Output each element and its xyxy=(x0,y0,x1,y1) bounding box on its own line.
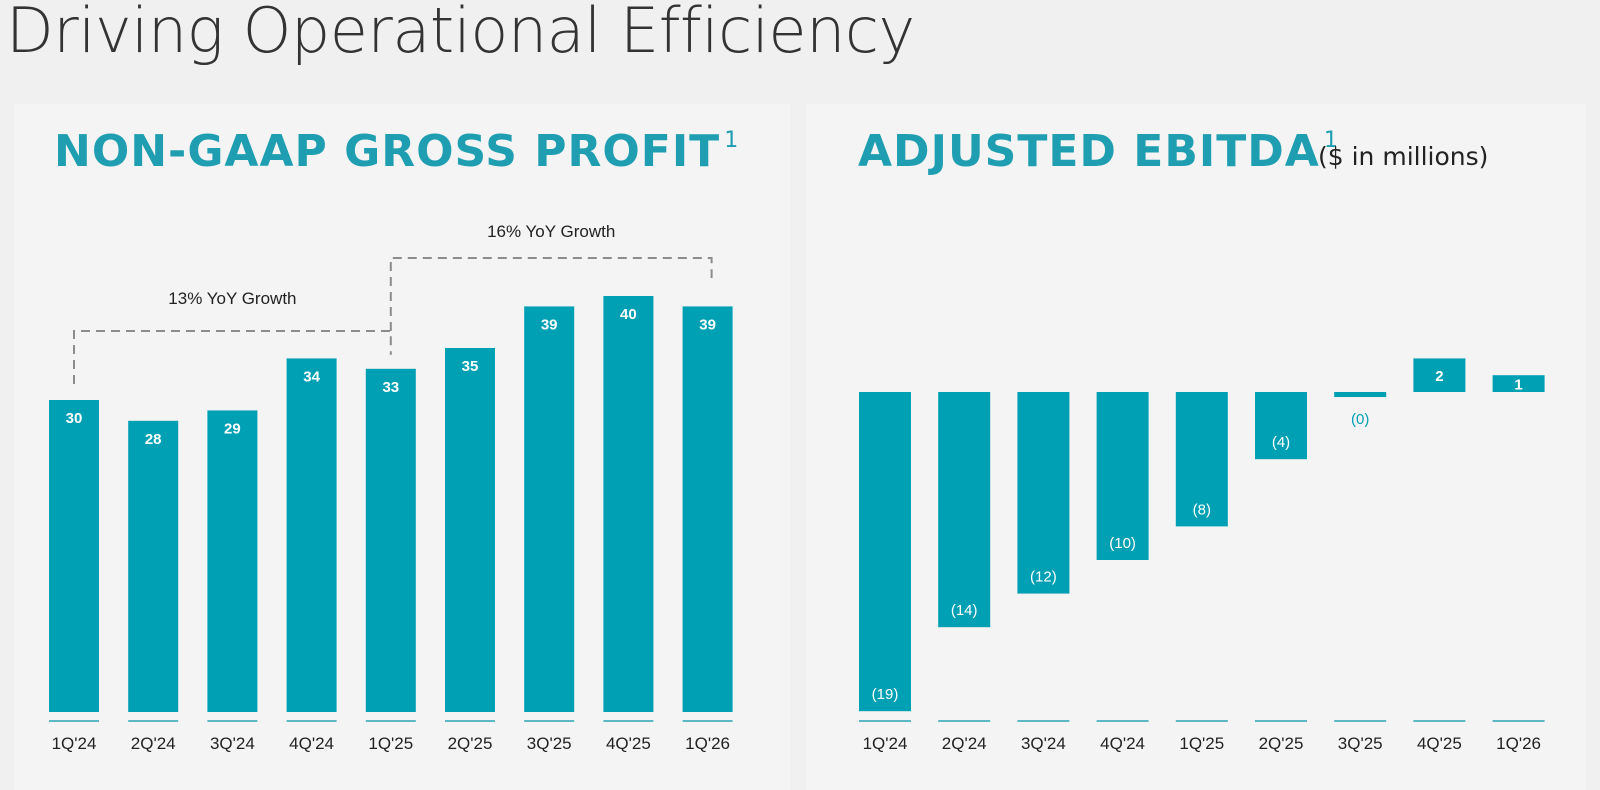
ebitda-footnote: 1 xyxy=(1323,128,1338,153)
growth-annotation-label: 16% YoY Growth xyxy=(487,222,615,241)
gross-profit-bar xyxy=(445,348,495,712)
page-title: Driving Operational Efficiency xyxy=(6,0,915,67)
gross-profit-bar xyxy=(207,410,258,712)
ebitda-title: ADJUSTED EBITDA 1 xyxy=(858,126,1338,177)
ebitda-bar xyxy=(1255,392,1307,460)
ebitda-data-label: (12) xyxy=(1030,569,1057,586)
gross-profit-title: NON-GAAP GROSS PROFIT 1 xyxy=(54,126,739,177)
gross-profit-data-label: 33 xyxy=(382,379,399,396)
ebitda-category-label: 1Q'26 xyxy=(1496,734,1541,753)
ebitda-data-label: (10) xyxy=(1109,535,1136,552)
ebitda-data-label: (0) xyxy=(1351,411,1369,428)
gross-profit-data-label: 35 xyxy=(462,358,479,375)
gross-profit-bar xyxy=(128,420,179,712)
ebitda-category-label: 1Q'24 xyxy=(863,734,908,753)
ebitda-category-label: 4Q'24 xyxy=(1100,734,1145,753)
gross-profit-data-label: 28 xyxy=(145,431,162,448)
ebitda-category-label: 1Q'25 xyxy=(1179,734,1224,753)
ebitda-data-label: 2 xyxy=(1435,368,1443,385)
ebitda-bar xyxy=(1413,358,1466,392)
gross-profit-category-label: 1Q'25 xyxy=(368,734,413,753)
gross-profit-bar xyxy=(49,400,99,712)
gross-profit-bar xyxy=(524,306,575,712)
ebitda-data-label: (14) xyxy=(951,602,978,619)
ebitda-bar xyxy=(1175,392,1228,527)
ebitda-data-label: (19) xyxy=(872,686,899,703)
gross-profit-bar xyxy=(603,296,654,712)
gross-profit-category-label: 3Q'24 xyxy=(210,734,255,753)
ebitda-bar xyxy=(1492,375,1545,392)
ebitda-bar xyxy=(1017,392,1070,594)
gross-profit-category-label: 2Q'24 xyxy=(131,734,176,753)
gross-profit-category-label: 2Q'25 xyxy=(448,734,493,753)
growth-bracket xyxy=(73,330,392,384)
gross-profit-data-label: 40 xyxy=(620,306,637,323)
ebitda-units: ($ in millions) xyxy=(1318,142,1489,171)
gross-profit-bar xyxy=(365,368,416,712)
gross-profit-category-label: 1Q'24 xyxy=(52,734,97,753)
ebitda-category-label: 3Q'25 xyxy=(1338,734,1383,753)
gross-profit-data-label: 29 xyxy=(224,420,241,437)
gross-profit-category-label: 4Q'24 xyxy=(289,734,334,753)
ebitda-category-label: 2Q'24 xyxy=(942,734,987,753)
gross-profit-bar xyxy=(286,358,337,712)
gross-profit-category-label: 3Q'25 xyxy=(527,734,572,753)
ebitda-data-label: 1 xyxy=(1514,377,1522,394)
gross-profit-category-label: 1Q'26 xyxy=(685,734,730,753)
gross-profit-footnote: 1 xyxy=(724,128,739,153)
ebitda-bar xyxy=(1096,392,1149,560)
gross-profit-category-label: 4Q'25 xyxy=(606,734,651,753)
gross-profit-data-label: 39 xyxy=(699,316,716,333)
gross-profit-bar xyxy=(682,306,733,712)
growth-annotation-label: 13% YoY Growth xyxy=(168,289,296,308)
ebitda-category-label: 2Q'25 xyxy=(1259,734,1304,753)
gross-profit-data-label: 39 xyxy=(541,316,558,333)
ebitda-data-label: (8) xyxy=(1193,501,1211,518)
ebitda-bar xyxy=(859,392,911,712)
ebitda-category-label: 3Q'24 xyxy=(1021,734,1066,753)
ebitda-category-label: 4Q'25 xyxy=(1417,734,1462,753)
ebitda-data-label: (4) xyxy=(1272,434,1290,451)
gross-profit-data-label: 34 xyxy=(303,368,320,385)
ebitda-bar xyxy=(938,392,991,628)
ebitda-bar xyxy=(1334,392,1387,398)
growth-bracket xyxy=(389,257,713,331)
gross-profit-data-label: 30 xyxy=(66,410,83,427)
